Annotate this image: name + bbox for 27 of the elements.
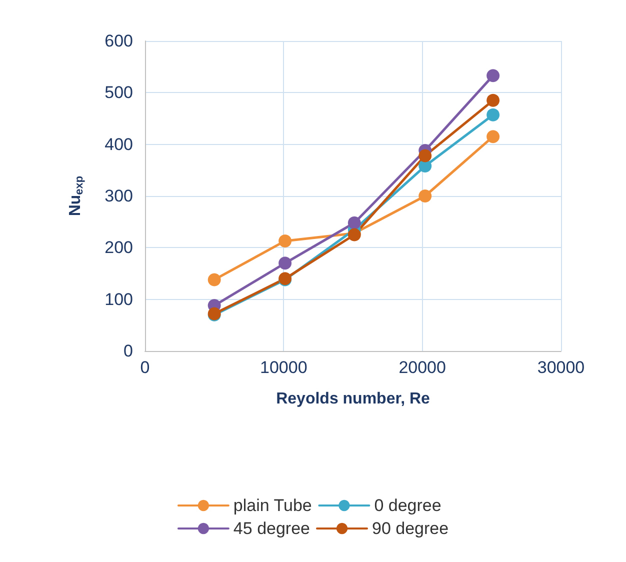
y-axis-title: Nuexp (67, 176, 86, 216)
point (486, 130, 500, 144)
y-tick-label: 600 (104, 32, 133, 50)
legend-label: 90 degree (372, 519, 449, 538)
x-tick-label: 0 (140, 358, 150, 377)
point (208, 273, 221, 286)
point (418, 149, 432, 162)
legend-label: plain Tube (233, 496, 312, 515)
y-tick-label: 400 (104, 134, 133, 154)
y-tick-label: 100 (104, 290, 133, 309)
point (486, 94, 500, 107)
y-tick-label: 300 (104, 186, 133, 206)
legend-label: 45 degree (233, 519, 310, 538)
point (486, 69, 500, 82)
point (418, 190, 432, 202)
y-tick-label: 0 (124, 342, 133, 360)
x-tick-label: 10000 (260, 358, 308, 377)
point (486, 108, 500, 122)
x-tick-label: 20000 (398, 358, 446, 377)
legend-label: 0 degree (374, 496, 442, 515)
point (278, 234, 292, 248)
y-tick-label: 500 (104, 83, 133, 102)
point (348, 216, 361, 230)
x-axis-title: Reyolds number, Re (276, 390, 430, 408)
y-tick-label: 200 (104, 238, 133, 258)
x-tick-label: 30000 (537, 358, 585, 377)
point (278, 256, 292, 270)
